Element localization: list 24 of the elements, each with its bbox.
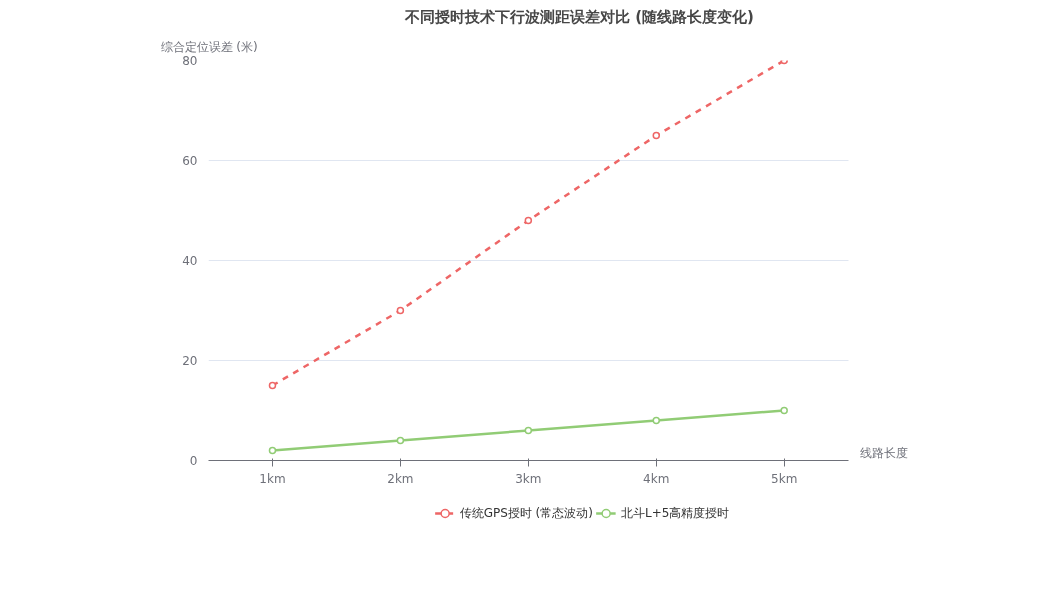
y-tick-label: 0: [189, 454, 198, 468]
chart-title: 不同授时技术下行波测距误差对比 (随线路长度变化): [404, 7, 754, 26]
legend-label: 传统GPS授时 (常态波动): [459, 504, 593, 522]
point: [524, 426, 533, 435]
x-tick-label: 5km: [771, 471, 798, 486]
point: [652, 131, 661, 140]
y-tick-label: 80: [182, 54, 198, 68]
x-tick-label: 4km: [643, 471, 670, 486]
point: [780, 406, 788, 415]
point: [524, 216, 533, 225]
y-tick-label: 40: [182, 254, 198, 268]
y-tick-label: 60: [182, 154, 198, 168]
point: [396, 436, 405, 445]
x-tick-label: 3km: [515, 471, 542, 486]
x-axis-title: 线路长度: [860, 445, 909, 460]
x-tick-label: 1km: [259, 471, 286, 486]
y-axis-title: 综合定位误差 (米): [160, 39, 258, 54]
point: [268, 381, 277, 390]
point: [652, 416, 661, 425]
x-tick-label: 2km: [387, 471, 414, 486]
legend-label: 北斗L+5高精度授时: [620, 504, 730, 522]
point: [268, 446, 277, 455]
point: [396, 306, 405, 315]
y-tick-label: 20: [182, 354, 198, 368]
